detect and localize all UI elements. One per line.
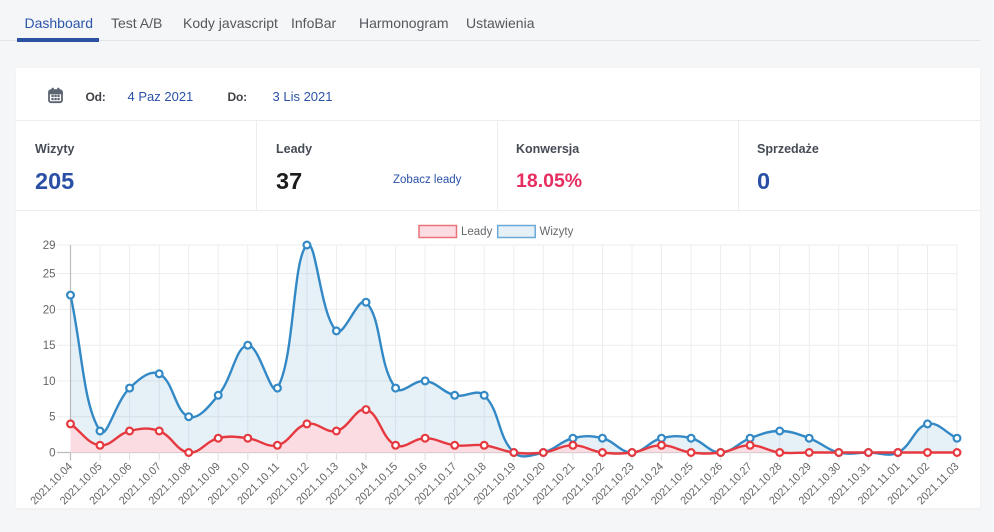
svg-text:10: 10: [43, 376, 56, 388]
svg-text:25: 25: [43, 269, 56, 281]
svg-text:Wizyty: Wizyty: [540, 226, 574, 238]
svg-text:5: 5: [49, 412, 55, 424]
svg-text:Leady: Leady: [461, 226, 493, 238]
svg-text:0: 0: [49, 448, 55, 460]
svg-text:20: 20: [43, 304, 56, 316]
svg-text:15: 15: [43, 340, 56, 352]
svg-text:29: 29: [43, 240, 56, 252]
